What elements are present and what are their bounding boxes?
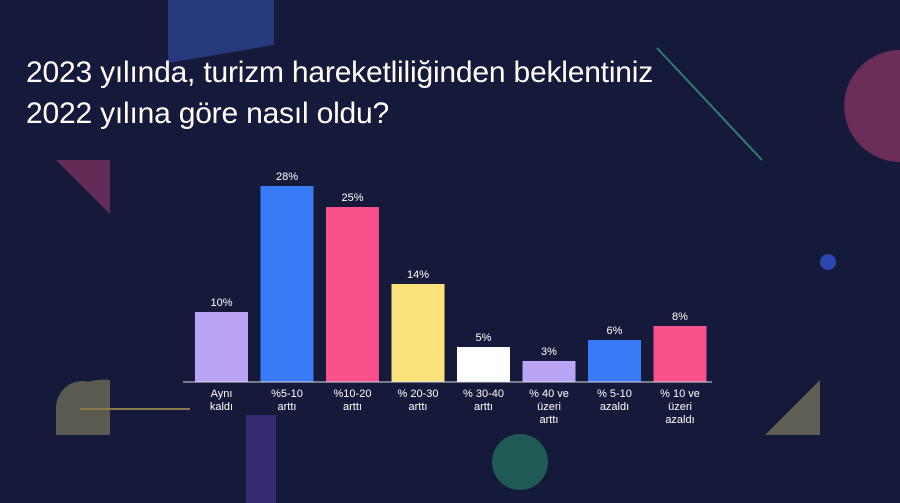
category-label-line: azaldı (665, 414, 694, 426)
bar-5 (522, 361, 576, 382)
bars-group (195, 186, 707, 382)
deco-purple-bar (246, 415, 276, 503)
category-label-line: arttı (278, 401, 297, 413)
category-label-5: % 40 ve üzeri arttı (529, 388, 569, 426)
category-label-line: % 10 ve (660, 388, 700, 400)
title-line-1: 2023 yılında, turizm hareketliliğinden b… (26, 56, 654, 89)
chart-title: 2023 yılında, turizm hareketliliğinden b… (26, 52, 846, 134)
category-label-line: arttı (474, 401, 493, 413)
category-label-line: üzeri (537, 401, 561, 413)
deco-teal-line (656, 47, 763, 161)
bar-2 (326, 207, 379, 382)
bar-6 (588, 340, 641, 382)
data-label-3: 14% (407, 269, 429, 281)
bar-7 (653, 326, 707, 382)
deco-teal-circle (492, 434, 548, 490)
category-label-4: % 30-40 arttı (463, 388, 504, 413)
data-label-0: 10% (210, 297, 232, 309)
category-label-line: % 40 ve (529, 388, 569, 400)
deco-pink-circle (846, 50, 900, 162)
category-label-line: üzeri (668, 401, 692, 413)
bar-4 (457, 347, 510, 382)
deco-olive-semicircle (56, 379, 110, 435)
category-label-line: arttı (409, 401, 428, 413)
deco-pink-triangle (56, 160, 110, 214)
category-label-0: Aynı kaldı (210, 388, 233, 413)
deco-blue-parallelogram (168, 0, 274, 63)
category-label-2: %10-20 arttı (334, 388, 372, 413)
category-label-line: azaldı (600, 401, 629, 413)
category-label-line: arttı (343, 401, 362, 413)
data-label-1: 28% (276, 171, 298, 183)
title-line-2: 2022 yılına göre nasıl oldu? (26, 97, 389, 130)
category-label-3: % 20-30 arttı (398, 388, 439, 413)
category-label-line: Aynı (211, 388, 233, 400)
category-label-line: % 5-10 (597, 388, 632, 400)
category-label-line: kaldı (210, 401, 233, 413)
category-label-7: % 10 ve üzeri azaldı (660, 388, 700, 426)
category-label-1: %5-10 arttı (271, 388, 303, 413)
category-label-line: arttı (540, 414, 559, 426)
category-label-6: % 5-10 azaldı (597, 388, 632, 413)
data-label-5: 3% (541, 346, 557, 358)
bar-3 (391, 284, 445, 382)
data-label-7: 8% (672, 311, 688, 323)
data-label-6: 6% (607, 325, 623, 337)
deco-olive-triangle (765, 380, 820, 435)
category-label-line: %10-20 (334, 388, 372, 400)
data-label-2: 25% (341, 192, 363, 204)
bar-0 (195, 312, 248, 382)
category-label-line: %5-10 (271, 388, 303, 400)
data-label-4: 5% (476, 332, 492, 344)
category-label-line: % 30-40 (463, 388, 504, 400)
bar-1 (260, 186, 314, 382)
deco-blue-dot (820, 254, 836, 270)
category-label-line: % 20-30 (398, 388, 439, 400)
